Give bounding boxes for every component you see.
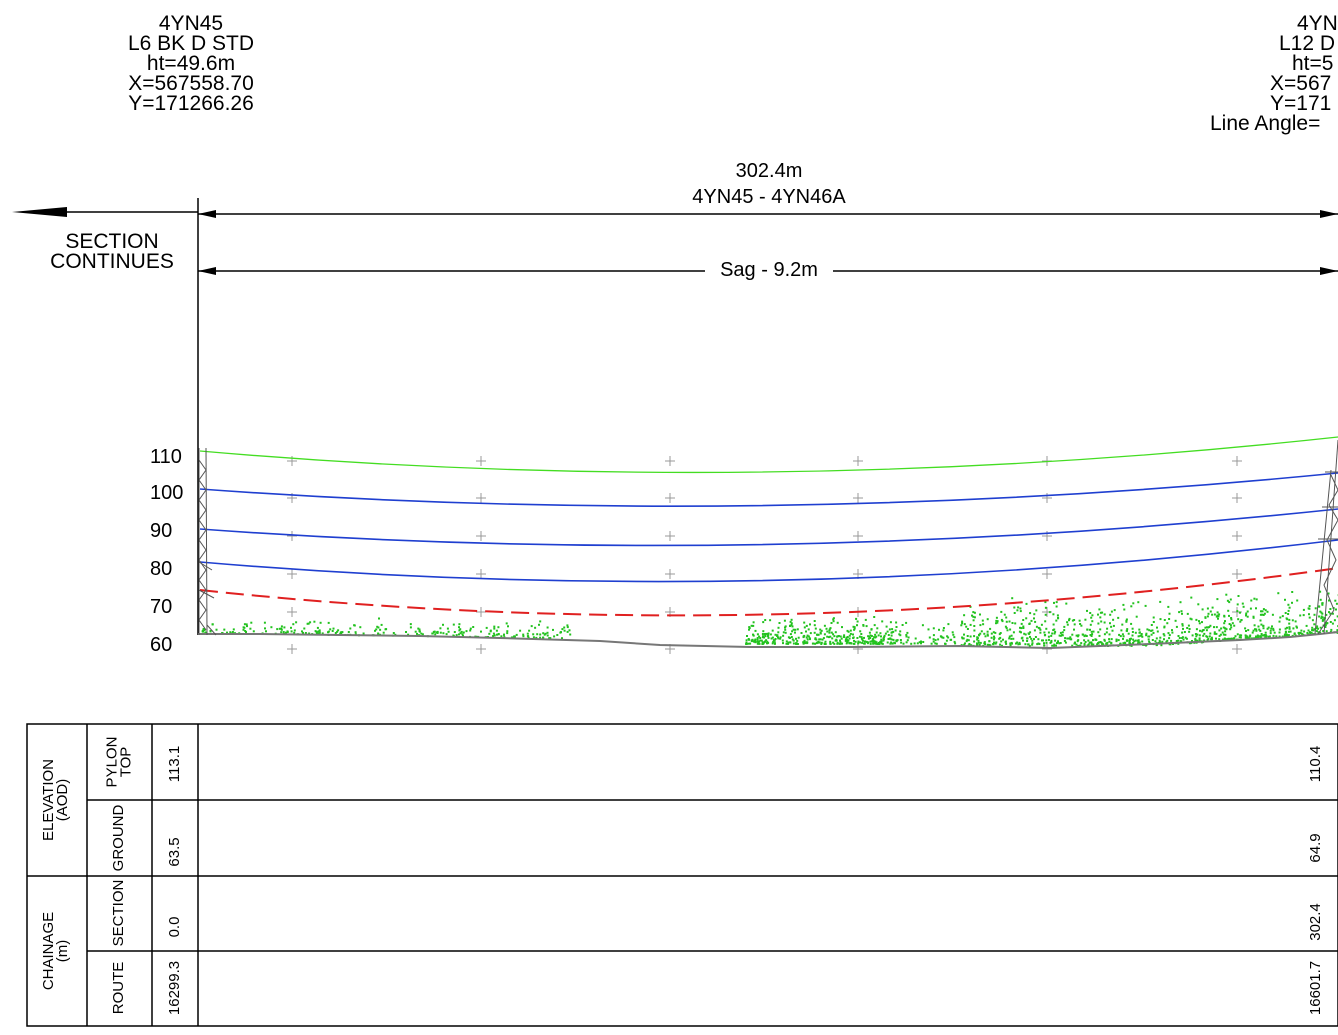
sag-dimension-line [198,267,1338,275]
left-pylon-info: 4YN45 L6 BK D STD ht=49.6m X=567558.70 Y… [127,12,255,115]
section-continues-arrow [12,207,198,217]
section-right-value: 302.4 [1306,903,1324,941]
grid-cross [287,644,297,654]
y-tick-label: 100 [150,482,184,504]
left-pylon-y: Y=171266.26 [128,91,254,115]
right-tower [1314,439,1338,635]
section-continues-label: SECTION CONTINUES [50,230,174,273]
sag-label: Sag - 9.2m [720,259,818,281]
grid-cross [1042,644,1052,654]
data-table-grid [26,723,1338,1027]
grid-cross [287,607,297,617]
conductor-line-bottom [199,539,1338,583]
vegetation-points [201,590,1338,647]
grid-cross [476,456,486,466]
ground-right-value: 64.9 [1306,833,1324,863]
grid-cross [665,456,675,466]
y-tick-label: 80 [150,558,173,580]
grid-cross [665,569,675,579]
section-continues-line-2: CONTINUES [50,249,174,273]
right-pylon-y: Y=171 [1270,91,1332,115]
y-tick-label: 90 [150,520,173,542]
grid-cross [853,456,863,466]
grid-cross [476,644,486,654]
grid-cross [476,607,486,617]
earth-wire-line [199,436,1338,474]
span-dimension-line [198,210,1338,218]
grid-cross [665,493,675,503]
right-pylon-line-angle: Line Angle= [1210,111,1321,135]
y-tick-label: 110 [150,446,182,468]
chainage-header-line-2: (m) [54,939,71,963]
row-label-section: SECTION [109,879,127,947]
left-pylon-type: L6 BK D STD [127,31,255,55]
row-label-pylon-top: PYLON TOP [103,736,135,788]
grid-cross [1232,644,1242,654]
section-left-value: 0.0 [165,916,183,938]
ground-profile-line [198,631,1338,650]
row-label-route: ROUTE [109,961,127,1015]
grid-cross [853,493,863,503]
left-pylon-height: ht=49.6m [146,51,236,75]
route-right-value: 16601.7 [1306,960,1324,1016]
left-pylon-x: X=567558.70 [128,71,254,95]
y-tick-label: 70 [150,596,173,618]
left-tower [198,447,217,636]
right-pylon-type: L12 D [1279,31,1336,55]
conductor-line-middle [199,508,1338,547]
clearance-envelope-line [199,567,1338,617]
grid-cross [476,493,486,503]
ground-left-value: 63.5 [165,837,183,867]
right-pylon-id: 4YN [1297,12,1338,35]
grid-cross [1042,569,1052,579]
grid-cross [853,644,863,654]
elevation-group-header: ELEVATION (AOD) [40,759,71,841]
grid-cross [1232,569,1242,579]
y-tick-label: 60 [150,634,173,656]
right-pylon-height: ht=5 [1292,51,1334,75]
pylon-top-left-value: 113.1 [165,745,183,783]
route-left-value: 16299.3 [165,960,183,1016]
grid-cross [287,569,297,579]
right-pylon-info: 4YN L12 D ht=5 X=567 Y=171 Line Angle= [1210,12,1338,135]
span-name: 4YN45 - 4YN46A [692,186,846,208]
grid-cross [1042,493,1052,503]
conductor-line-top [199,472,1338,507]
chainage-group-header: CHAINAGE (m) [40,912,71,990]
grid-cross [1232,456,1242,466]
grid-cross [476,569,486,579]
grid-cross [853,531,863,541]
pylon-top-right-value: 110.4 [1306,745,1324,783]
left-pylon-id: 4YN45 [158,12,224,35]
section-continues-line-1: SECTION [65,230,159,253]
grid-cross [665,531,675,541]
span-length: 302.4m [735,160,803,182]
grid-cross [476,531,486,541]
grid-cross [1232,493,1242,503]
grid-cross [1232,531,1242,541]
row-label-ground: GROUND [109,804,127,872]
elevation-header-line-2: (AOD) [54,778,71,822]
right-pylon-x: X=567 [1270,71,1332,95]
